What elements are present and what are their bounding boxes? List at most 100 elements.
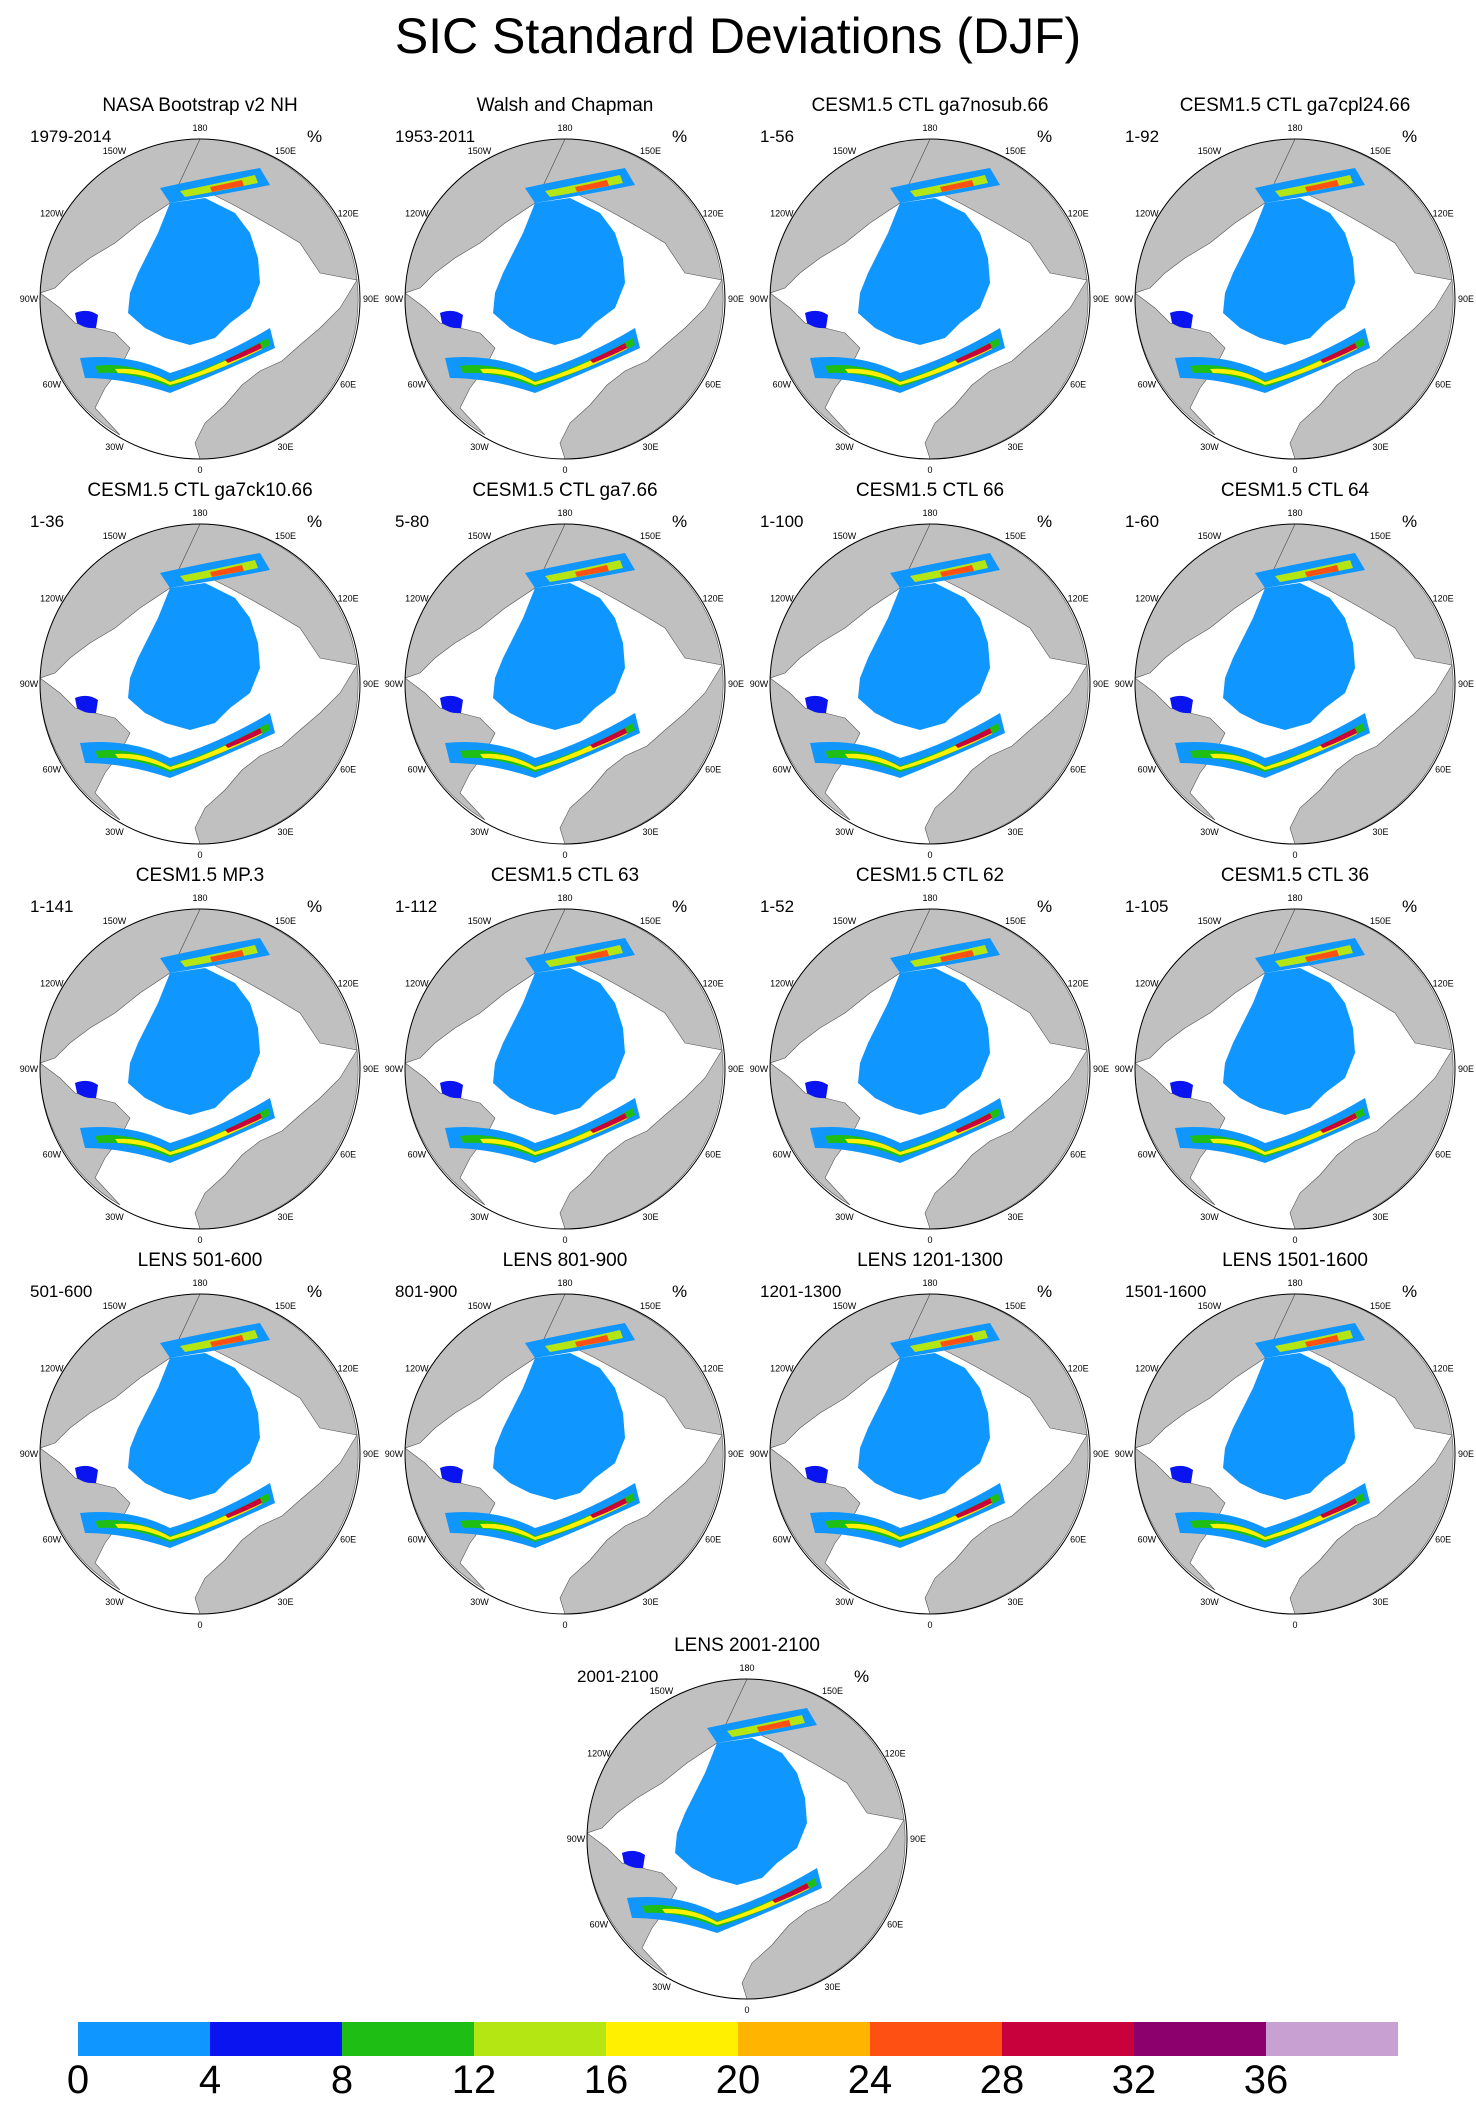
longitude-label: 60W (773, 765, 792, 775)
sic-variability-band (810, 1483, 1005, 1548)
longitude-label: 30E (277, 1597, 293, 1607)
longitude-label: 120W (1135, 1364, 1159, 1374)
longitude-label: 60W (408, 1150, 427, 1160)
map-outline (404, 523, 726, 845)
panel-title: LENS 801-900 (502, 1250, 628, 1271)
longitude-label: 120W (1135, 594, 1159, 604)
longitude-label: 150W (468, 1301, 492, 1311)
polar-stereographic-map: 180 150E 120E 90E 60E 30E 0 30W 60W 90W 120W 150W (385, 893, 745, 1245)
longitude-label: 60E (340, 1150, 356, 1160)
longitude-label: 0 (744, 2005, 749, 2015)
panel-year-range: 1-141 (30, 897, 74, 916)
sea-ice-field (493, 968, 625, 1115)
longitude-label: 120W (770, 1364, 794, 1374)
panel-year-range: 5-80 (395, 512, 430, 531)
panel-units: % (1037, 1282, 1053, 1301)
panel-title: CESM1.5 CTL 36 (1220, 865, 1370, 886)
longitude-label: 0 (197, 1235, 202, 1245)
map-outline (404, 138, 726, 460)
colorbar-cell (78, 2022, 210, 2056)
map-outline (39, 138, 361, 460)
longitude-label: 150E (1370, 916, 1391, 926)
longitude-label: 30E (642, 1212, 658, 1222)
longitude-label: 120W (405, 979, 429, 989)
panel-year-range: 801-900 (395, 1282, 458, 1301)
sic-variability-band (805, 1080, 828, 1099)
longitude-label: 120W (40, 209, 64, 219)
longitude-label: 90W (750, 294, 769, 304)
map-outline (39, 908, 361, 1230)
longitude-label: 60W (408, 765, 427, 775)
panel-units: % (1402, 1282, 1418, 1301)
panel-title: NASA Bootstrap v2 NH (102, 95, 298, 116)
longitude-label: 30W (105, 827, 124, 837)
longitude-label: 120W (40, 979, 64, 989)
longitude-label: 60E (705, 1150, 721, 1160)
panel-title: CESM1.5 CTL 62 (855, 865, 1005, 886)
longitude-label: 180 (1287, 123, 1302, 133)
panel-year-range: 501-600 (30, 1282, 93, 1301)
sic-variability-band (590, 1498, 627, 1518)
longitude-label: 150E (1005, 1301, 1026, 1311)
panel-units: % (672, 512, 688, 531)
longitude-label: 120E (1068, 1364, 1089, 1374)
longitude-label: 60W (773, 1150, 792, 1160)
polar-stereographic-map: 180 150E 120E 90E 60E 30E 0 30W 60W 90W 120W 150W (1115, 1278, 1475, 1630)
longitude-label: 60E (340, 765, 356, 775)
longitude-label: 60W (1138, 1150, 1157, 1160)
longitude-label: 30W (835, 1212, 854, 1222)
longitude-label: 30E (642, 442, 658, 452)
longitude-label: 150E (1370, 531, 1391, 541)
longitude-label: 120E (1068, 594, 1089, 604)
panel-units: % (854, 1667, 870, 1686)
longitude-label: 120E (703, 594, 724, 604)
land (899, 1294, 1088, 1436)
sea-ice-field (858, 968, 990, 1115)
colorbar-cell (738, 2022, 870, 2056)
panel-year-range: 1501-1600 (1125, 1282, 1207, 1301)
longitude-label: 150E (275, 1301, 296, 1311)
longitude-label: 0 (562, 1235, 567, 1245)
land (1289, 279, 1454, 459)
panel-year-range: 1953-2011 (395, 127, 476, 146)
land (924, 1434, 1089, 1614)
sic-variability-band (1210, 1498, 1357, 1540)
longitude-label: 60W (773, 1535, 792, 1545)
land (559, 1434, 724, 1614)
sic-variability-band (480, 1113, 627, 1155)
colorbar-tick-label: 4 (198, 2058, 222, 2102)
panel-title: CESM1.5 CTL ga7cpl24.66 (1179, 95, 1411, 116)
map-panel: CESM1.5 CTL 36 180 150E 120E 90E 60E 30E 0 30W 60… (1115, 865, 1475, 1245)
longitude-label: 120W (40, 594, 64, 604)
sic-variability-band (225, 1498, 262, 1518)
longitude-label: 150W (1198, 916, 1222, 926)
sic-variability-band (210, 565, 244, 577)
sea-ice-field (128, 1353, 260, 1500)
longitude-label: 120W (587, 1749, 611, 1759)
land (924, 279, 1089, 459)
sic-variability-band (1175, 1098, 1370, 1163)
sea-ice-field (1223, 968, 1355, 1115)
map-panel: CESM1.5 CTL 63 180 150E 120E 90E 60E 30E 0 30W 60… (385, 865, 745, 1245)
land (194, 1049, 359, 1229)
longitude-label: 120E (338, 979, 359, 989)
sic-variability-band (210, 950, 244, 962)
land (559, 279, 724, 459)
map-outline (39, 523, 361, 845)
longitude-label: 120W (770, 979, 794, 989)
longitude-label: 120E (1068, 209, 1089, 219)
land (194, 1434, 359, 1614)
panel-title: CESM1.5 MP.3 (135, 865, 265, 886)
map-outline (1134, 908, 1456, 1230)
longitude-label: 150E (275, 146, 296, 156)
panel-year-range: 1-105 (1125, 897, 1169, 916)
sic-variability-band (575, 565, 609, 577)
panel-year-range: 1-60 (1125, 512, 1160, 531)
longitude-label: 60E (1070, 1150, 1086, 1160)
sic-variability-band (810, 1098, 1005, 1163)
longitude-label: 150W (103, 916, 127, 926)
sic-variability-band (590, 728, 627, 748)
longitude-label: 120W (770, 594, 794, 604)
sic-variability-band (575, 180, 609, 192)
map-panel: CESM1.5 CTL 66 180 150E 120E 90E 60E 30E 0 30W 60… (750, 480, 1110, 860)
